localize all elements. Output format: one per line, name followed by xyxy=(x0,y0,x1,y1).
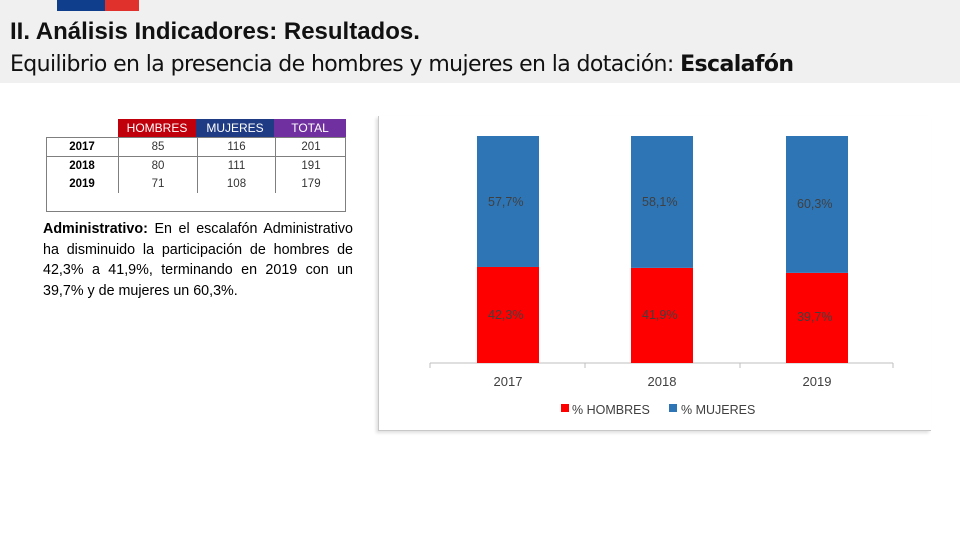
data-label-mujeres: 58,1% xyxy=(642,195,677,209)
legend-label-mujeres: % MUJERES xyxy=(681,403,755,417)
row-hombres: 71 xyxy=(118,175,197,193)
x-tick-label: 2019 xyxy=(803,374,832,389)
data-label-hombres: 42,3% xyxy=(488,308,523,322)
flag-blue-stripe xyxy=(57,0,105,11)
row-mujeres: 116 xyxy=(197,138,275,156)
bar-hombres xyxy=(786,272,848,363)
row-year: 2019 xyxy=(69,178,95,190)
legend-label-hombres: % HOMBRES xyxy=(572,403,650,417)
header-total: TOTAL xyxy=(274,119,346,137)
row-total: 201 xyxy=(275,138,346,156)
row-mujeres: 108 xyxy=(197,175,275,193)
header-bar: II. Análisis Indicadores: Resultados. Eq… xyxy=(0,0,960,83)
table-header: HOMBRES MUJERES TOTAL xyxy=(46,119,346,137)
x-tick-label: 2018 xyxy=(648,374,677,389)
row-total: 191 xyxy=(275,157,346,175)
legend-swatch-hombres xyxy=(561,404,569,412)
row-year: 2017 xyxy=(69,141,95,153)
bar-mujeres xyxy=(631,136,693,268)
row-year: 2018 xyxy=(69,160,95,172)
subtitle-emphasis: Escalafón xyxy=(680,52,794,77)
row-hombres: 85 xyxy=(118,138,197,156)
legend-swatch-mujeres xyxy=(669,404,677,412)
bar-hombres xyxy=(631,267,693,363)
data-label-mujeres: 60,3% xyxy=(797,197,832,211)
page-title: II. Análisis Indicadores: Resultados. xyxy=(10,18,420,45)
x-tick-label: 2017 xyxy=(494,374,523,389)
table-row: 2019 71 108 179 xyxy=(47,175,345,193)
flag-red-stripe xyxy=(105,0,139,11)
row-total: 179 xyxy=(275,175,346,193)
paragraph-text: En el escalafón Administrativo ha dismin… xyxy=(43,221,353,299)
page-subtitle: Equilibrio en la presencia de hombres y … xyxy=(10,52,794,77)
table-body: 2017 85 116 201 2018 80 111 191 2019 71 … xyxy=(46,137,346,212)
subtitle-text: Equilibrio en la presencia de hombres y … xyxy=(10,52,674,77)
bar-hombres xyxy=(477,266,539,363)
bar-mujeres xyxy=(477,136,539,267)
analysis-paragraph: Administrativo: En el escalafón Administ… xyxy=(43,219,353,301)
data-label-mujeres: 57,7% xyxy=(488,195,523,209)
table-row: 2017 85 116 201 xyxy=(47,138,345,156)
data-label-hombres: 39,7% xyxy=(797,310,832,324)
row-divider xyxy=(47,156,345,157)
data-label-hombres: 41,9% xyxy=(642,308,677,322)
table-row: 2018 80 111 191 xyxy=(47,157,345,175)
row-hombres: 80 xyxy=(118,157,197,175)
bar-mujeres xyxy=(786,136,848,273)
chart-frame xyxy=(378,116,931,431)
row-mujeres: 111 xyxy=(197,157,275,175)
header-hombres: HOMBRES xyxy=(118,119,196,137)
header-mujeres: MUJERES xyxy=(196,119,274,137)
paragraph-label: Administrativo: xyxy=(43,221,148,237)
